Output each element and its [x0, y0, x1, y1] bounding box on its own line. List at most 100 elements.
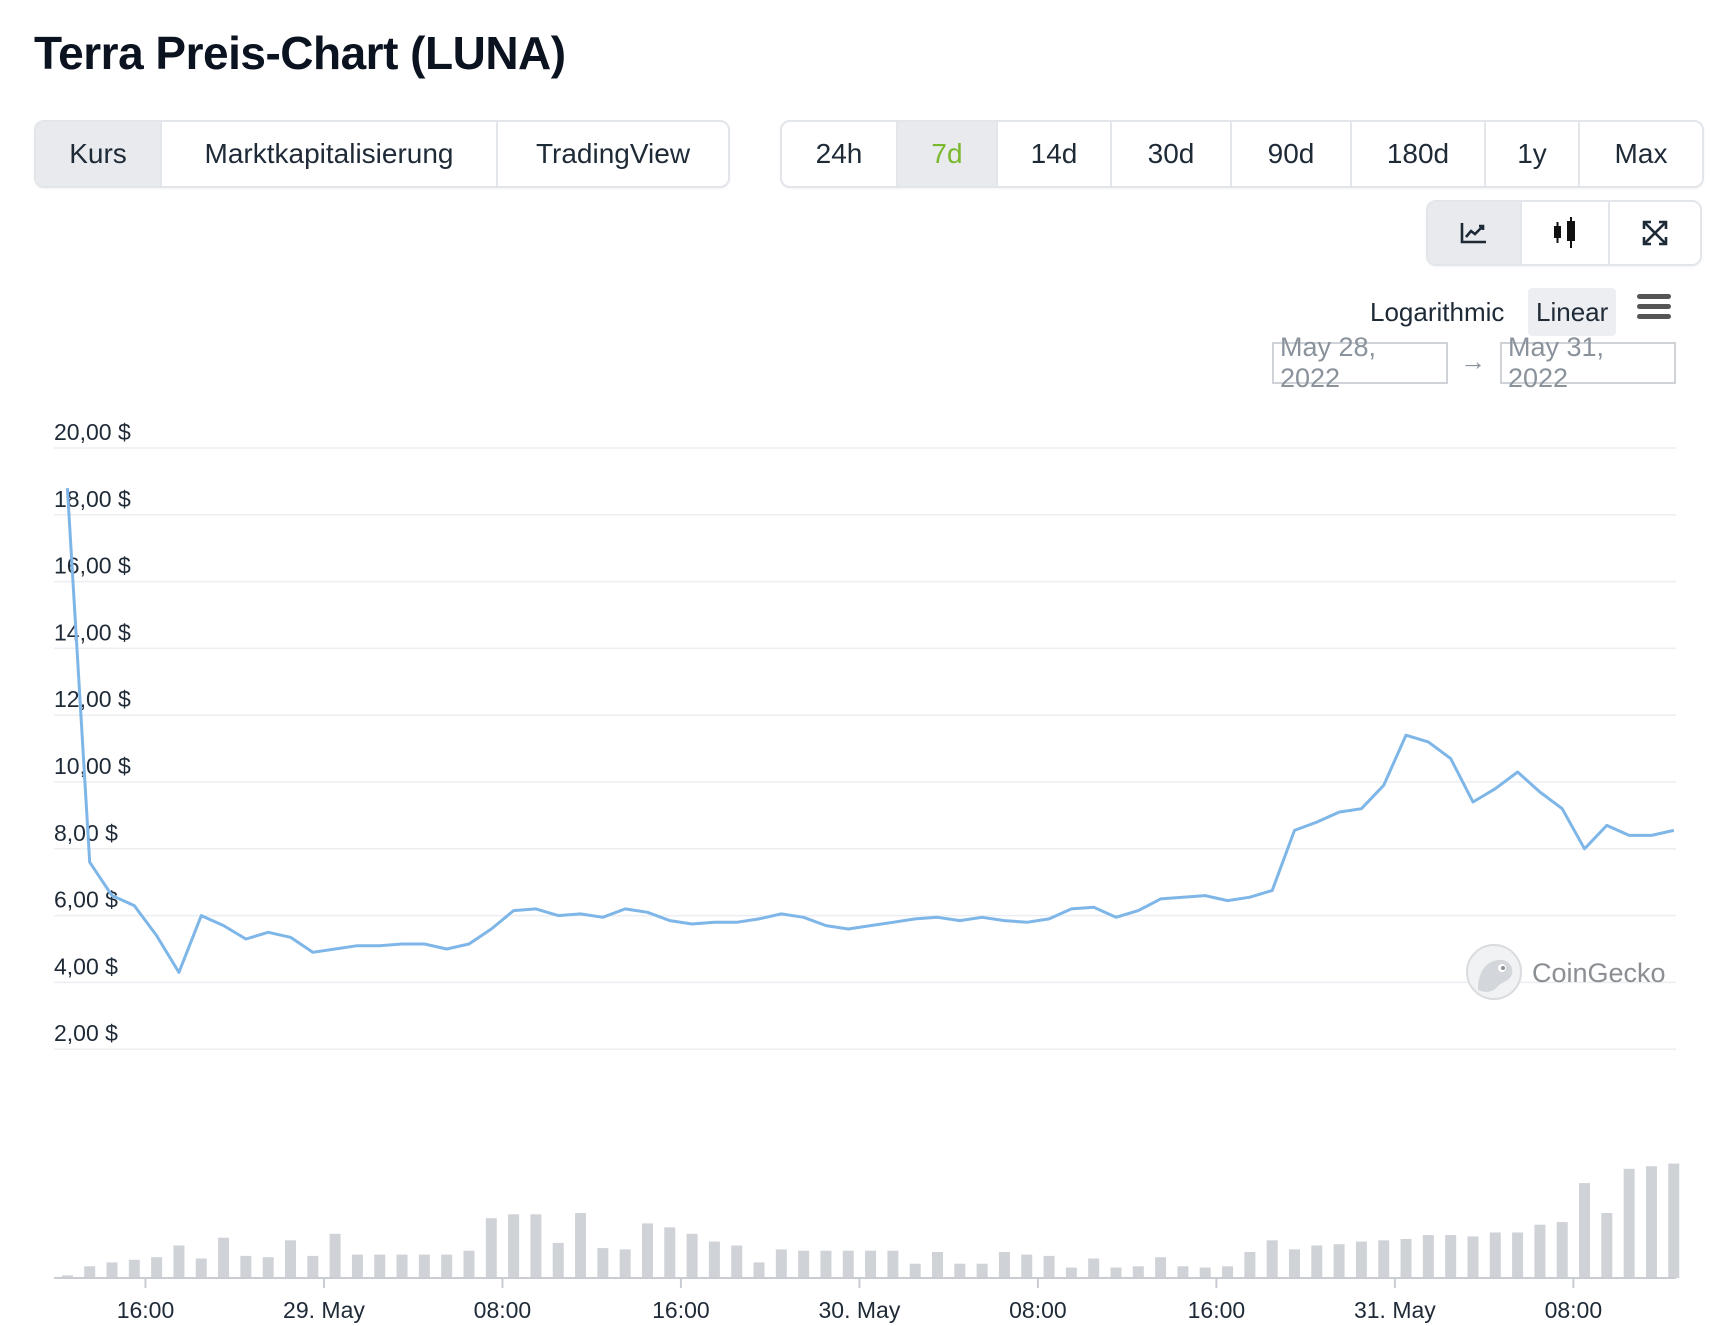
volume-bar — [418, 1254, 430, 1278]
range-7d[interactable]: 7d — [898, 122, 998, 186]
x-tick-label: 29. May — [283, 1297, 365, 1323]
range-180d[interactable]: 180d — [1352, 122, 1486, 186]
price-chart: 20,00 $ 18,00 $ 16,00 $ 14,00 $ 12,00 $ 10,00… — [54, 419, 1680, 1323]
coingecko-logo-icon — [1466, 944, 1522, 1000]
volume-bar — [1311, 1245, 1323, 1278]
linear-scale-button[interactable]: Linear — [1528, 288, 1617, 336]
hamburger-menu-icon[interactable] — [1636, 292, 1672, 322]
tab-marktkapitalisierung[interactable]: Marktkapitalisierung — [162, 122, 498, 186]
watermark-text: CoinGecko — [1532, 958, 1666, 988]
volume-bar — [887, 1250, 899, 1278]
volume-bar — [173, 1245, 185, 1278]
y-tick-label: 16,00 $ — [54, 553, 131, 579]
x-tick-label: 08:00 — [1545, 1297, 1603, 1323]
volume-bar — [128, 1259, 140, 1278]
range-14d[interactable]: 14d — [998, 122, 1112, 186]
tab-tradingview[interactable]: TradingView — [498, 122, 728, 186]
volume-bar — [1623, 1168, 1635, 1278]
volume-bar — [1355, 1241, 1367, 1278]
x-tick-label: 16:00 — [117, 1297, 175, 1323]
volume-bar — [106, 1262, 118, 1278]
line-chart-icon — [1460, 223, 1486, 244]
y-tick-label: 10,00 $ — [54, 753, 131, 779]
x-tick-label: 16:00 — [1188, 1297, 1246, 1323]
volume-bar — [1244, 1252, 1256, 1278]
volume-bar — [1021, 1254, 1033, 1278]
date-from-input[interactable]: May 28, 2022 — [1272, 332, 1448, 393]
volume-bar — [396, 1254, 408, 1278]
volume-bar — [932, 1252, 944, 1278]
volume-bar — [1489, 1232, 1501, 1278]
volume-bar — [1400, 1239, 1412, 1278]
volume-bar — [1445, 1235, 1457, 1278]
volume-bar — [842, 1250, 854, 1278]
price-line — [65, 488, 1675, 974]
x-axis-labels: 16:00 29. May 08:00 16:00 30. May 08:00 16:00 3… — [117, 1278, 1602, 1323]
volume-bar — [865, 1250, 877, 1278]
volume-bar — [1378, 1240, 1390, 1278]
volume-bar — [820, 1250, 832, 1278]
volume-bar — [374, 1254, 386, 1278]
volume-bar — [307, 1255, 319, 1278]
volume-bar — [262, 1257, 274, 1278]
y-tick-label: 14,00 $ — [54, 619, 131, 645]
chart-style-tabs — [1426, 200, 1702, 266]
volume-bar — [463, 1250, 475, 1278]
coingecko-watermark: CoinGecko — [1466, 944, 1666, 1000]
y-tick-label: 2,00 $ — [54, 1020, 118, 1046]
volume-bar — [708, 1241, 720, 1278]
x-tick-label: 16:00 — [652, 1297, 710, 1323]
volume-bar — [976, 1263, 988, 1278]
volume-bar — [1266, 1240, 1278, 1278]
range-24h[interactable]: 24h — [782, 122, 898, 186]
fullscreen-button[interactable] — [1610, 202, 1700, 264]
tab-kurs[interactable]: Kurs — [36, 122, 162, 186]
volume-bar — [1467, 1236, 1479, 1278]
volume-bar — [218, 1237, 230, 1278]
x-tick-label: 08:00 — [1009, 1297, 1067, 1323]
volume-bar — [575, 1213, 587, 1278]
volume-bar — [485, 1218, 497, 1278]
volume-bar — [954, 1263, 966, 1278]
volume-bar — [552, 1242, 564, 1278]
volume-bar — [284, 1240, 296, 1278]
volume-bar — [998, 1252, 1010, 1278]
volume-bar — [240, 1255, 252, 1278]
volume-bars — [61, 1163, 1680, 1278]
volume-bar — [1512, 1232, 1524, 1278]
line-chart-button[interactable] — [1428, 202, 1522, 264]
volume-bar — [909, 1263, 921, 1278]
volume-bar — [641, 1223, 653, 1278]
volume-bar — [1132, 1266, 1144, 1278]
volume-bar — [1333, 1244, 1345, 1278]
y-axis-labels: 20,00 $ 18,00 $ 16,00 $ 14,00 $ 12,00 $ 10,00… — [54, 419, 131, 1046]
volume-bar — [686, 1233, 698, 1278]
candlestick-button[interactable] — [1522, 202, 1610, 264]
page-title: Terra Preis-Chart (LUNA) — [34, 27, 566, 79]
y-tick-label: 4,00 $ — [54, 953, 118, 979]
volume-bar — [195, 1258, 207, 1278]
volume-bar — [329, 1233, 341, 1278]
volume-bar — [1155, 1257, 1167, 1278]
volume-bar — [619, 1249, 631, 1278]
volume-bar — [1556, 1222, 1568, 1278]
volume-bar — [61, 1275, 73, 1278]
logarithmic-scale-button[interactable]: Logarithmic — [1370, 296, 1505, 327]
range-1y[interactable]: 1y — [1486, 122, 1580, 186]
range-90d[interactable]: 90d — [1232, 122, 1352, 186]
volume-bar — [1601, 1213, 1613, 1278]
volume-bar — [664, 1227, 676, 1278]
range-30d[interactable]: 30d — [1112, 122, 1232, 186]
candlestick-icon — [1554, 217, 1575, 248]
volume-bar — [798, 1250, 810, 1278]
volume-bar — [1288, 1249, 1300, 1278]
range-max[interactable]: Max — [1580, 122, 1702, 186]
volume-bar — [1177, 1266, 1189, 1278]
volume-bar — [1645, 1166, 1657, 1278]
volume-bar — [1043, 1255, 1055, 1278]
volume-bar — [1422, 1235, 1434, 1278]
y-tick-label: 12,00 $ — [54, 686, 131, 712]
date-to-input[interactable]: May 31, 2022 — [1500, 332, 1676, 393]
volume-bar — [1199, 1267, 1211, 1278]
date-range-arrow: → — [1460, 346, 1486, 376]
